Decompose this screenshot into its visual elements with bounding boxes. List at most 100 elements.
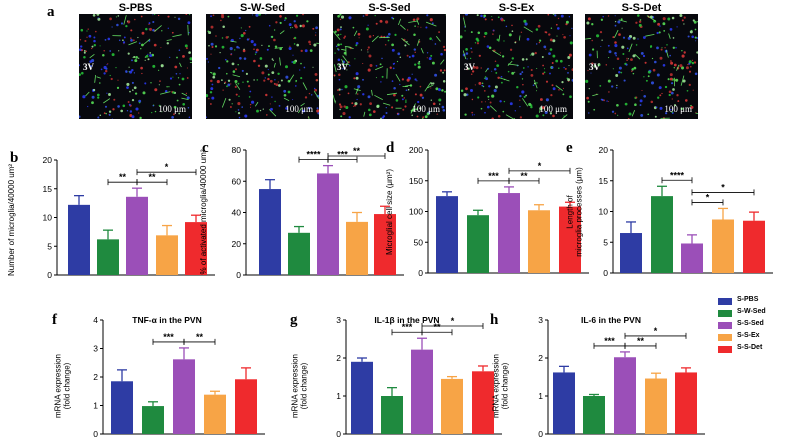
significance-label: **** (306, 150, 321, 160)
y-tick-label: 2 (93, 372, 98, 382)
micrograph-texture (460, 14, 573, 119)
significance-bracket (624, 342, 657, 349)
significance-label: *** (163, 332, 174, 342)
micro-label-s-s-ex: S-S-Ex (498, 2, 535, 14)
chart-process-length: Length of microglia processes (μm) 0 5 10 15 2… (566, 145, 773, 278)
significance-label: ** (119, 172, 127, 182)
y-axis-label: mRNA expression (492, 354, 501, 418)
y-tick-label: 0 (336, 429, 341, 439)
scale-bar: 100 μm (158, 104, 186, 114)
y-tick-label: 20 (599, 145, 609, 155)
significance-label: * (451, 316, 455, 326)
ventricle-label: 3V (589, 62, 600, 72)
legend-swatch (718, 310, 732, 317)
bar-s-pbs (620, 233, 642, 273)
bar-s-w-sed (583, 396, 605, 434)
bar-s-s-ex (204, 394, 226, 434)
y-tick-label: 60 (232, 176, 242, 186)
micrograph-texture (79, 14, 192, 119)
y-axis-label: Microglial cell size (μm²) (385, 169, 394, 255)
bar-s-s-ex (528, 210, 550, 273)
significance-label: ** (433, 322, 441, 332)
ventricle-label: 3V (337, 62, 348, 72)
legend-swatch (718, 346, 732, 353)
y-tick-label: 0 (47, 270, 52, 280)
y-tick-label: 15 (599, 176, 609, 186)
significance-bracket (508, 167, 571, 174)
significance-label: ** (520, 171, 528, 181)
y-tick-label: 0 (603, 268, 608, 278)
micrograph-s-s-det: 3V 100 μm (585, 14, 698, 119)
chart-tnf-alpha: TNF-α in the PVN mRNA expression (fold cha… (54, 315, 265, 439)
legend-label: S-S-Ex (737, 332, 760, 339)
bar-s-s-ex (156, 235, 178, 275)
significance-bracket (691, 189, 755, 196)
significance-label: *** (337, 150, 348, 160)
micro-label-s-pbs: S-PBS (118, 2, 153, 14)
bar-s-s-sed (411, 349, 433, 434)
y-tick-label: 0 (93, 429, 98, 439)
bar-s-s-det (374, 214, 396, 275)
significance-bracket (136, 179, 168, 186)
y-tick-label: 200 (409, 145, 423, 155)
significance-bracket (691, 199, 724, 206)
bar-s-s-ex (441, 378, 463, 434)
scale-bar: 100 μm (285, 104, 313, 114)
y-tick-label: 5 (47, 241, 52, 251)
legend-label: S-W-Sed (737, 308, 766, 315)
y-axis-label: mRNA expression (54, 354, 63, 418)
y-tick-label: 1 (93, 401, 98, 411)
significance-label: **** (670, 170, 685, 180)
chart-activated-microglia: % of activated microglia/40000 um² 0 20 40 6… (199, 145, 404, 280)
y-tick-label: 50 (414, 237, 424, 247)
y-tick-label: 3 (538, 315, 543, 325)
chart-title: IL-6 in the PVN (581, 315, 641, 325)
legend-item-s-s-ex: S-S-Ex (718, 332, 798, 344)
bar-s-s-det (472, 371, 494, 434)
panel-label-c: c (202, 140, 209, 156)
y-tick-label: 0 (236, 270, 241, 280)
bar-s-pbs (436, 196, 458, 273)
legend-label: S-S-Sed (737, 320, 764, 327)
bar-s-pbs (259, 189, 281, 275)
micro-label-s-w-sed: S-W-Sed (240, 2, 285, 14)
micro-label-s-s-sed: S-S-Sed (368, 2, 411, 14)
significance-label: * (538, 161, 542, 171)
y-tick-label: 1 (538, 391, 543, 401)
bar-s-s-ex (645, 378, 667, 434)
y-tick-label: 5 (603, 237, 608, 247)
bar-s-s-det (185, 222, 207, 275)
bar-s-s-sed (173, 359, 195, 434)
significance-bracket (183, 338, 216, 345)
bar-s-s-sed (498, 193, 520, 273)
micrograph-texture (206, 14, 319, 119)
significance-label: * (654, 326, 658, 336)
bar-s-w-sed (651, 196, 673, 273)
y-axis-label: microglia processes (μm) (575, 167, 584, 257)
panel-label-a: a (47, 4, 55, 20)
y-tick-label: 3 (93, 344, 98, 354)
legend-label: S-PBS (737, 296, 759, 303)
bar-s-w-sed (97, 239, 119, 275)
y-tick-label: 150 (409, 176, 423, 186)
y-tick-label: 4 (93, 315, 98, 325)
scale-bar: 100 μm (539, 104, 567, 114)
bar-s-s-sed (614, 357, 636, 434)
y-axis-label: Number of microglia/40000 um² (7, 164, 16, 276)
y-tick-label: 40 (232, 208, 242, 218)
legend-item-s-w-sed: S-W-Sed (718, 308, 798, 320)
significance-label: *** (402, 322, 413, 332)
bar-s-s-sed (126, 196, 148, 275)
significance-label: *** (488, 171, 499, 181)
significance-bracket (421, 323, 484, 329)
micrograph-s-s-ex: 3V 100 μm (460, 14, 573, 119)
y-tick-label: 80 (232, 145, 242, 155)
y-tick-label: 3 (336, 315, 341, 325)
ventricle-label: 3V (83, 62, 94, 72)
panel-label-f: f (52, 312, 57, 328)
significance-label: ** (196, 332, 204, 342)
y-tick-label: 20 (43, 155, 53, 165)
bar-s-pbs (553, 372, 575, 434)
legend: S-PBS S-W-Sed S-S-Sed S-S-Ex S-S-Det (718, 296, 798, 356)
